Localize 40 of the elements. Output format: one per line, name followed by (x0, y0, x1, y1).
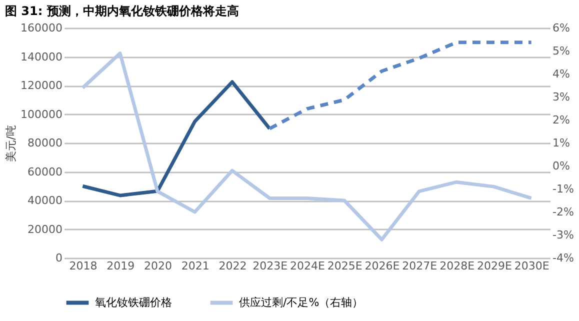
x-tick-label: 2020 (144, 260, 172, 272)
x-tick-label: 2018 (69, 260, 98, 272)
y2-tick-label: -2% (552, 206, 574, 218)
x-tick-label: 2023E (252, 260, 288, 272)
y-tick-label: 40000 (28, 194, 62, 207)
legend-label: 氧化钕铁硼价格 (95, 296, 172, 309)
y2-tick-label: 0% (552, 160, 570, 172)
y2-tick-label: 4% (552, 68, 570, 80)
y2-tick-label: 1% (552, 136, 570, 150)
y-axis-title: 美元/吨 (4, 125, 18, 162)
x-tick-label: 2021 (181, 260, 210, 272)
y-tick-label: 100000 (20, 108, 62, 121)
x-tick-label: 2030E (514, 260, 550, 272)
y-tick-label: 80000 (28, 136, 62, 150)
y-tick-label: 160000 (20, 22, 62, 34)
chart-title: 图 31: 预测，中期内氧化钕铁硼价格将走高 (5, 4, 239, 18)
y-tick-label: 20000 (28, 222, 62, 236)
y2-tick-label: 5% (552, 44, 570, 58)
y2-tick-label: -4% (552, 252, 574, 264)
x-tick-label: 2019 (106, 260, 135, 272)
x-tick-label: 2022 (218, 260, 247, 272)
y-tick-label: 60000 (28, 165, 62, 178)
x-tick-label: 2024E (290, 260, 326, 272)
x-tick-label: 2027E (402, 260, 438, 272)
y2-tick-label: -3% (552, 228, 574, 242)
y2-tick-label: 2% (552, 114, 570, 126)
x-tick-label: 2025E (327, 260, 362, 272)
line-series (80, 52, 534, 242)
x-tick-label: 2026E (364, 260, 400, 272)
line-series (268, 40, 534, 130)
x-tick-label: 2028E (440, 260, 475, 272)
y-tick-label: 120000 (20, 79, 62, 92)
y2-tick-label: 6% (552, 22, 570, 34)
line-series (80, 80, 272, 198)
x-tick-label: 2029E (476, 260, 512, 272)
y-tick-label: 140000 (20, 50, 62, 64)
y-tick-label: 0 (56, 252, 62, 264)
y2-tick-label: -1% (552, 182, 574, 196)
legend-label: 供应过剩/不足%（右轴） (239, 296, 364, 309)
y2-tick-label: 3% (552, 90, 570, 104)
